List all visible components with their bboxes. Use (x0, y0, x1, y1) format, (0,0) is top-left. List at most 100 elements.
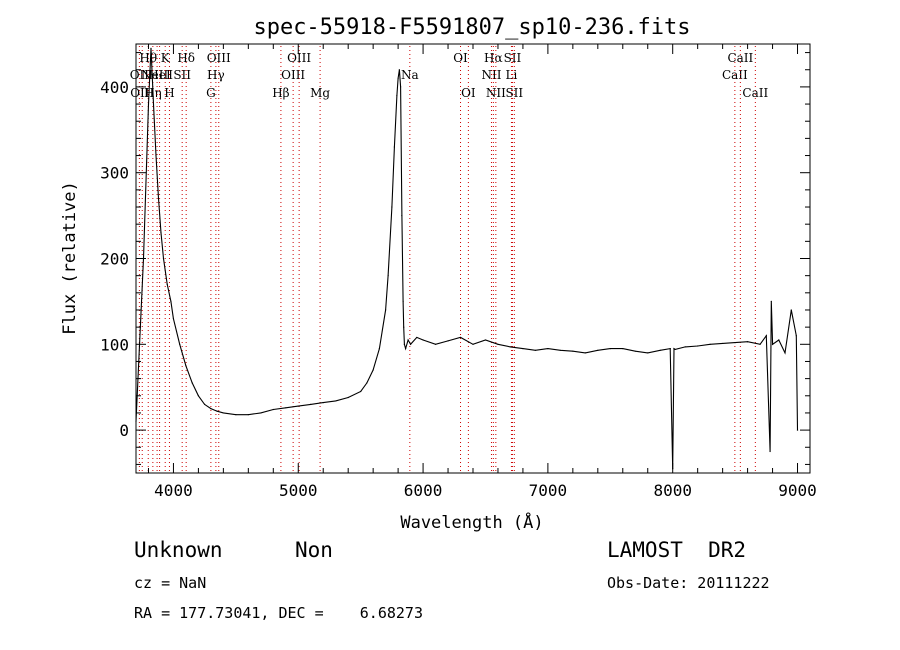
x-tick-label: 7000 (529, 481, 568, 500)
spectral-line-label: Hβ (272, 86, 289, 100)
spectral-line-label: NII (486, 86, 506, 100)
spectrum-point (765, 335, 767, 337)
spectrum-point (402, 300, 404, 302)
spectrum-point (216, 410, 218, 412)
spectrum-point (396, 94, 398, 97)
axes: 4000 5000 6000 7000 8000 9000 0 100 200 300 400 (100, 43, 817, 500)
spectrum-point (152, 103, 155, 105)
spectrum-point (393, 146, 395, 148)
spectral-line-label: Hα (484, 51, 503, 65)
spectral-line-label: NII (481, 68, 501, 82)
spectrum-point (204, 403, 206, 405)
spectrum-point (634, 350, 636, 352)
spectral-line-label: SII (504, 51, 522, 65)
spectrum-point (434, 343, 437, 345)
spectrum-point (784, 352, 786, 354)
x-tick-label: 4000 (154, 481, 193, 500)
x-tick-label: 9000 (778, 481, 817, 500)
plot-area (135, 47, 799, 470)
spectrum-point (771, 343, 774, 345)
spectrum-point (509, 346, 512, 348)
spectrum-point (534, 349, 537, 351)
spectral-line-label: Mg (310, 86, 330, 100)
spectral-line-label: OIII (287, 51, 311, 65)
spectrum-point (472, 343, 474, 345)
spectral-line-label: K (161, 51, 171, 65)
spectrum-point (447, 340, 449, 342)
spectrum-point (778, 339, 780, 341)
survey-label: LAMOST DR2 (607, 538, 747, 562)
spectrum-point (397, 77, 399, 79)
spectrum-point (197, 395, 200, 397)
redshift-label: cz = NaN (134, 574, 207, 592)
spectral-line-label: CaII (727, 51, 753, 65)
spectrum-point (372, 369, 374, 371)
spectrum-point (155, 154, 157, 157)
spectrum-point (770, 300, 772, 302)
spectrum-point (796, 429, 799, 431)
spectral-line-label: Na (401, 68, 419, 82)
spectral-line-label: CaII (722, 68, 748, 82)
spectrum-point (403, 326, 405, 328)
spectrum-point (378, 347, 380, 350)
y-axis-label: Flux (relative) (60, 181, 80, 335)
spectral-line-label: G (206, 86, 216, 100)
spectrum-point (222, 412, 224, 414)
spectrum-point (360, 390, 362, 393)
spectrum-point (647, 352, 649, 354)
spectrum-point (401, 215, 403, 217)
y-tick-label: 400 (100, 78, 129, 97)
spectrum-point (400, 86, 402, 88)
spectrum-point (260, 412, 262, 414)
spectrum-point (285, 407, 287, 409)
spectrum-line (135, 48, 799, 469)
spectrum-point (459, 336, 462, 339)
spectrum-point (166, 283, 168, 285)
spectral-line-label: OI (453, 51, 468, 65)
spectrum-point (769, 450, 771, 453)
spectrum-point (697, 345, 699, 347)
spectrum-point (347, 396, 349, 399)
spectrum-point (484, 339, 487, 341)
spectrum-point (247, 414, 249, 416)
spectrum-point (597, 349, 599, 351)
spectrum-point (405, 347, 407, 350)
coordinates-label: RA = 177.73041, DEC = 6.68273 (134, 604, 423, 622)
spectrum-point (322, 402, 324, 404)
spectrum-point (235, 414, 237, 416)
spectrum-point (407, 339, 409, 341)
classification-label: Unknown (134, 538, 223, 562)
spectrum-point (398, 69, 400, 71)
spectral-line-label: OIII (281, 68, 305, 82)
spectrum-point (366, 382, 368, 384)
spectrum-point (150, 47, 152, 49)
spectrum-point (522, 347, 524, 350)
spectrum-point (310, 403, 312, 405)
y-tick-label: 100 (100, 335, 129, 354)
y-tick-label: 200 (100, 250, 129, 269)
spectral-line-label: Hγ (207, 68, 225, 82)
spectral-line-label: Hθ (139, 51, 157, 65)
spectrum-point (191, 382, 193, 384)
spectral-line-markers: OIIOIIIHθHηNeIIIHeIKHSIIHδGHγOIIIHβOIIIO… (130, 46, 768, 471)
spectrum-point (147, 103, 150, 105)
spectrum-point (297, 405, 299, 407)
spectral-line-label: CaII (742, 86, 768, 100)
spectrum-point (622, 347, 624, 350)
y-tick-label: 300 (100, 164, 129, 183)
spectrum-point (584, 352, 586, 354)
spectrum-point (422, 339, 424, 341)
spectrum-point (160, 232, 162, 234)
spectrum-point (722, 342, 724, 345)
x-tick-label: 5000 (279, 481, 318, 500)
spectrum-point (674, 348, 676, 351)
spectrum-point (559, 349, 561, 351)
spectrum-point (391, 206, 393, 208)
spectrum-point (387, 275, 389, 277)
x-tick-label: 6000 (404, 481, 443, 500)
y-tick-label: 0 (119, 421, 129, 440)
spectrum-point (385, 309, 387, 311)
subclass-label: Non (295, 538, 333, 562)
x-tick-label: 8000 (653, 481, 692, 500)
